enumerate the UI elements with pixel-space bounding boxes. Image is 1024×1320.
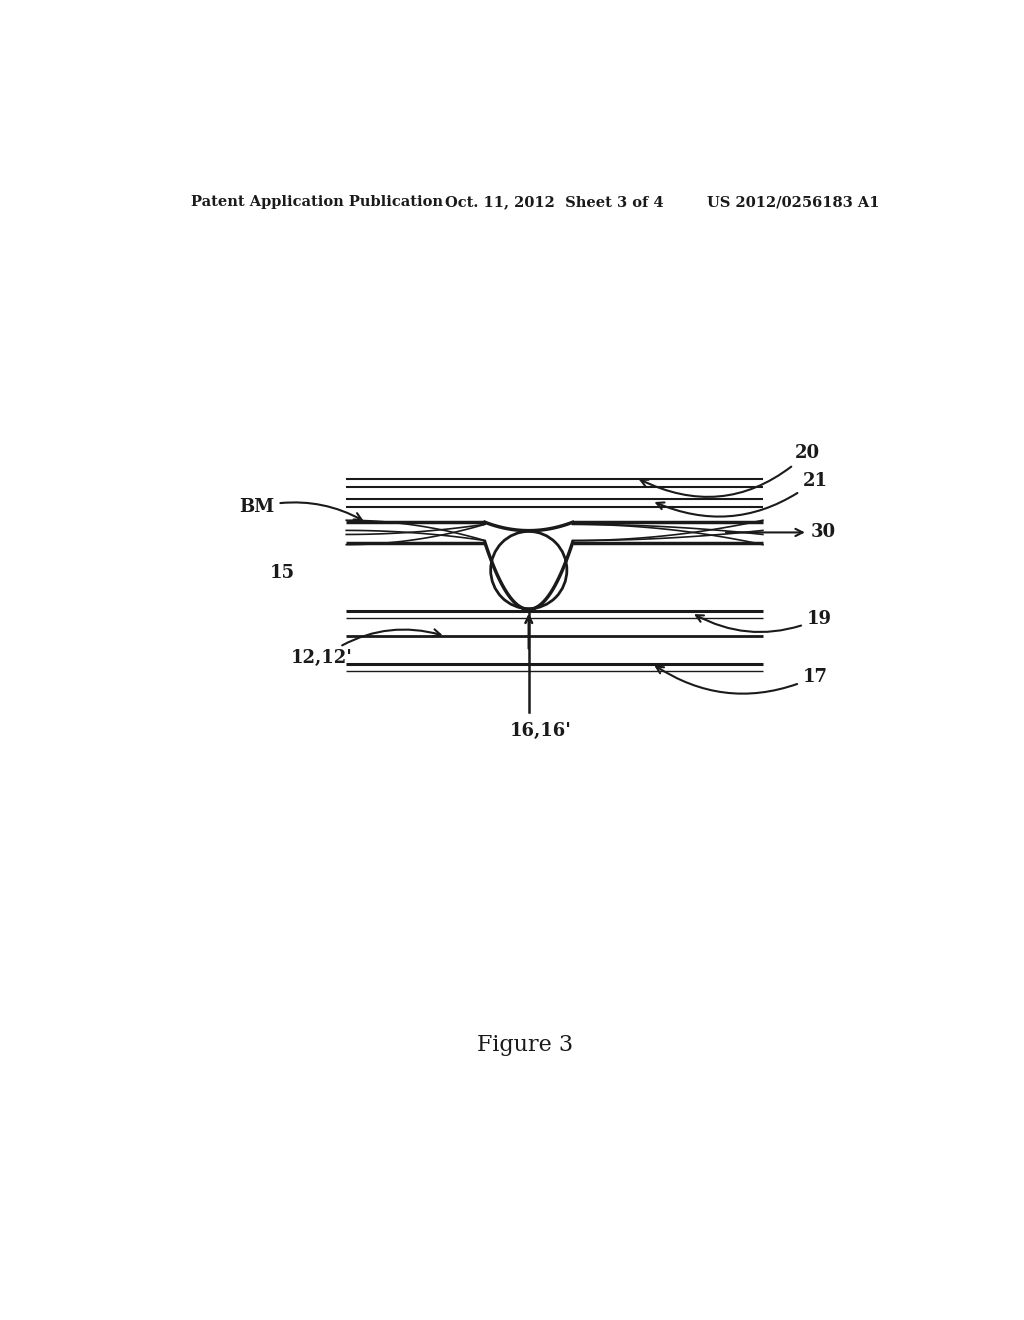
Text: Oct. 11, 2012  Sheet 3 of 4: Oct. 11, 2012 Sheet 3 of 4 xyxy=(445,195,665,209)
Text: 16,16': 16,16' xyxy=(510,722,571,739)
Text: 15: 15 xyxy=(270,564,295,582)
Text: US 2012/0256183 A1: US 2012/0256183 A1 xyxy=(708,195,880,209)
Text: 19: 19 xyxy=(696,610,831,632)
Text: 20: 20 xyxy=(640,444,820,496)
Text: 12,12': 12,12' xyxy=(291,630,440,668)
Text: BM: BM xyxy=(240,498,361,520)
Text: 21: 21 xyxy=(656,471,827,516)
Text: Patent Application Publication: Patent Application Publication xyxy=(191,195,443,209)
Text: 30: 30 xyxy=(726,524,836,541)
Text: 17: 17 xyxy=(656,667,827,694)
Text: Figure 3: Figure 3 xyxy=(477,1034,572,1056)
